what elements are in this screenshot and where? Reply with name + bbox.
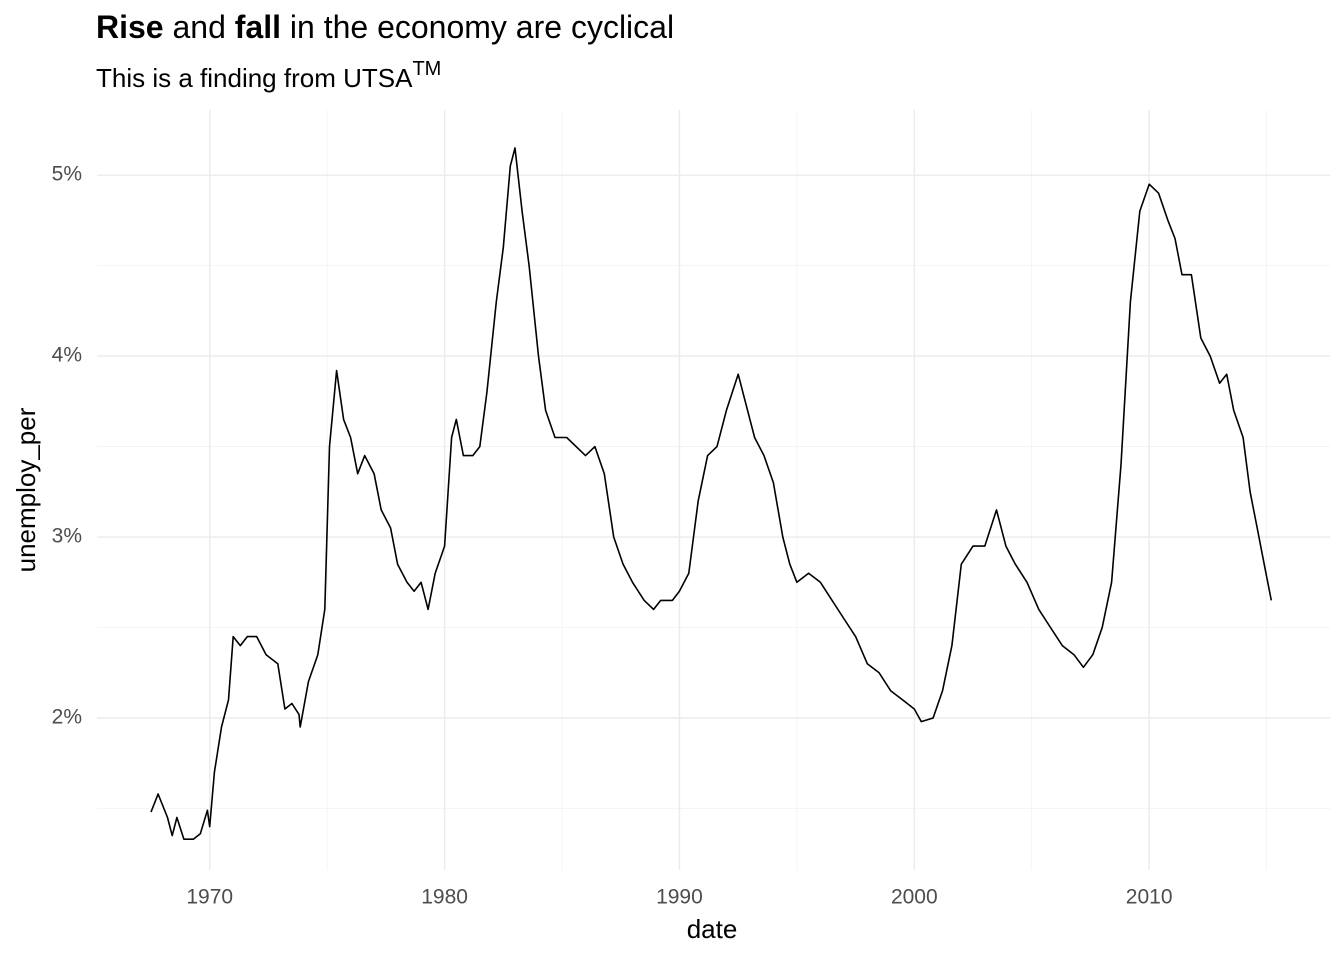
x-tick-label: 1970 bbox=[186, 886, 233, 909]
title-part: Rise bbox=[96, 9, 164, 45]
y-tick-label: 2% bbox=[52, 706, 82, 729]
x-tick-label: 2000 bbox=[891, 886, 938, 909]
chart-title: Rise and fall in the economy are cyclica… bbox=[96, 9, 674, 45]
y-axis-title: unemploy_per bbox=[11, 407, 41, 572]
subtitle-text: This is a finding from UTSA bbox=[96, 63, 413, 93]
x-tick-label: 1980 bbox=[421, 886, 468, 909]
subtitle-superscript: TM bbox=[412, 58, 441, 80]
title-part: and bbox=[172, 9, 225, 45]
y-tick-label: 5% bbox=[52, 163, 82, 186]
x-tick-label: 1990 bbox=[656, 886, 703, 909]
x-tick-label: 2010 bbox=[1126, 886, 1173, 909]
title-part: in the economy are cyclical bbox=[290, 9, 674, 45]
y-tick-label: 4% bbox=[52, 344, 82, 367]
title-part: fall bbox=[235, 9, 281, 45]
y-tick-label: 3% bbox=[52, 525, 82, 548]
chart-subtitle: This is a finding from UTSATM bbox=[96, 58, 441, 93]
data-line bbox=[150, 147, 1273, 840]
x-axis-title: date bbox=[687, 914, 738, 944]
